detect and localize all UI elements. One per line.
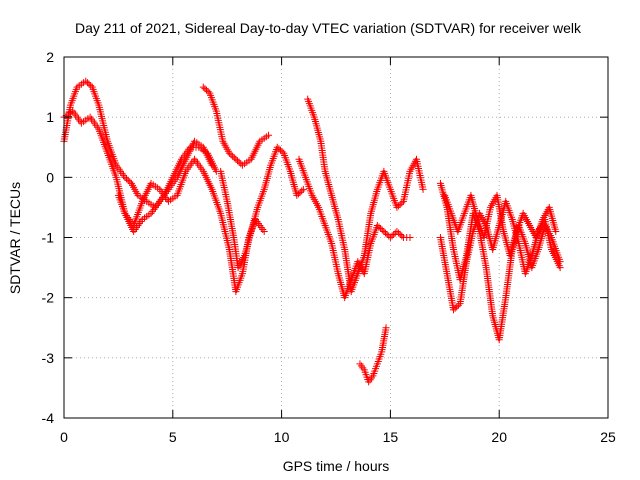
data-point-interp (83, 79, 91, 87)
series-satellite-track-11 (441, 191, 560, 260)
data-point-interp (85, 80, 93, 88)
series-satellite-track-5 (217, 143, 307, 272)
data-point (299, 185, 307, 193)
data-point (386, 234, 394, 241)
y-tick-label: -2 (42, 290, 55, 306)
data-point-interp (383, 230, 391, 238)
data-point-interp (126, 178, 134, 186)
data-point (199, 83, 207, 91)
data-point-interp (398, 232, 406, 240)
data-point-interp (396, 230, 404, 238)
y-tick-label: -4 (42, 410, 55, 426)
data-point (273, 143, 281, 151)
data-point-interp (296, 188, 304, 196)
x-tick-label: 0 (60, 429, 68, 445)
y-tick-label: 2 (46, 49, 54, 65)
series-satellite-track-6 (304, 95, 427, 296)
data-point-interp (123, 175, 131, 183)
data-point-interp (378, 226, 386, 234)
data-point (260, 227, 268, 235)
series-satellite-track-4 (199, 83, 273, 169)
data-point-interp (278, 148, 286, 156)
data-point-interp (201, 85, 209, 93)
data-point-interp (398, 199, 406, 207)
data-point (380, 227, 388, 235)
data-point-interp (395, 229, 403, 237)
data-point-interp (454, 301, 462, 309)
x-axis-label: GPS time / hours (283, 458, 390, 474)
y-axis-label: SDTVAR / TECUs (7, 182, 23, 294)
data-point (393, 203, 401, 211)
series-satellite-track-8 (356, 324, 390, 386)
data-point-interp (234, 157, 242, 165)
chart-title: Day 211 of 2021, Sidereal Day-to-day VTE… (75, 20, 582, 36)
data-point-interp (375, 223, 383, 231)
data-point (373, 221, 381, 229)
data-point-interp (204, 88, 212, 96)
data-point (208, 161, 216, 169)
data-point (232, 155, 240, 163)
data-point-interp (298, 187, 306, 195)
y-tick-label: -3 (42, 350, 55, 366)
data-point-interp (277, 146, 285, 154)
y-tick-label: 1 (46, 109, 54, 125)
data-point (552, 227, 560, 235)
x-tick-label: 10 (274, 429, 290, 445)
data-point (393, 227, 401, 235)
data-point-interp (87, 82, 95, 90)
data-point-interp (396, 200, 404, 208)
data-point (556, 264, 564, 272)
data-point (293, 191, 301, 199)
data-point-interp (294, 190, 302, 198)
data-point-interp (124, 176, 132, 184)
data-point (121, 173, 129, 181)
series-satellite-track-3 (114, 155, 268, 296)
series-satellite-track-7 (295, 155, 414, 302)
data-point-interp (382, 229, 390, 237)
data-points (60, 77, 564, 386)
axis-ticks: 0 5 10 15 20 25 -4 -3 -2 -1 0 1 2 (42, 49, 616, 445)
x-tick-label: 20 (491, 429, 507, 445)
x-tick-label: 5 (169, 429, 177, 445)
data-point-interp (388, 232, 396, 240)
x-tick-label: 25 (600, 429, 616, 445)
data-point-interp (230, 154, 238, 162)
y-tick-label: 0 (46, 169, 54, 185)
data-point-interp (229, 152, 237, 160)
data-point-interp (377, 224, 385, 232)
data-point-interp (451, 304, 459, 312)
data-point (265, 131, 273, 139)
data-point (450, 306, 458, 314)
data-point-interp (275, 145, 283, 153)
data-point (406, 234, 414, 241)
data-point-interp (235, 158, 243, 166)
x-tick-label: 15 (383, 429, 399, 445)
data-point-interp (390, 230, 398, 238)
y-tick-label: -1 (42, 230, 55, 246)
data-point (82, 77, 90, 85)
data-point-interp (453, 303, 461, 311)
data-point (382, 324, 390, 332)
data-point-interp (395, 202, 403, 210)
data-point-interp (227, 151, 235, 159)
data-point (419, 185, 427, 193)
data-point (225, 149, 233, 157)
data-point-interp (203, 86, 211, 94)
